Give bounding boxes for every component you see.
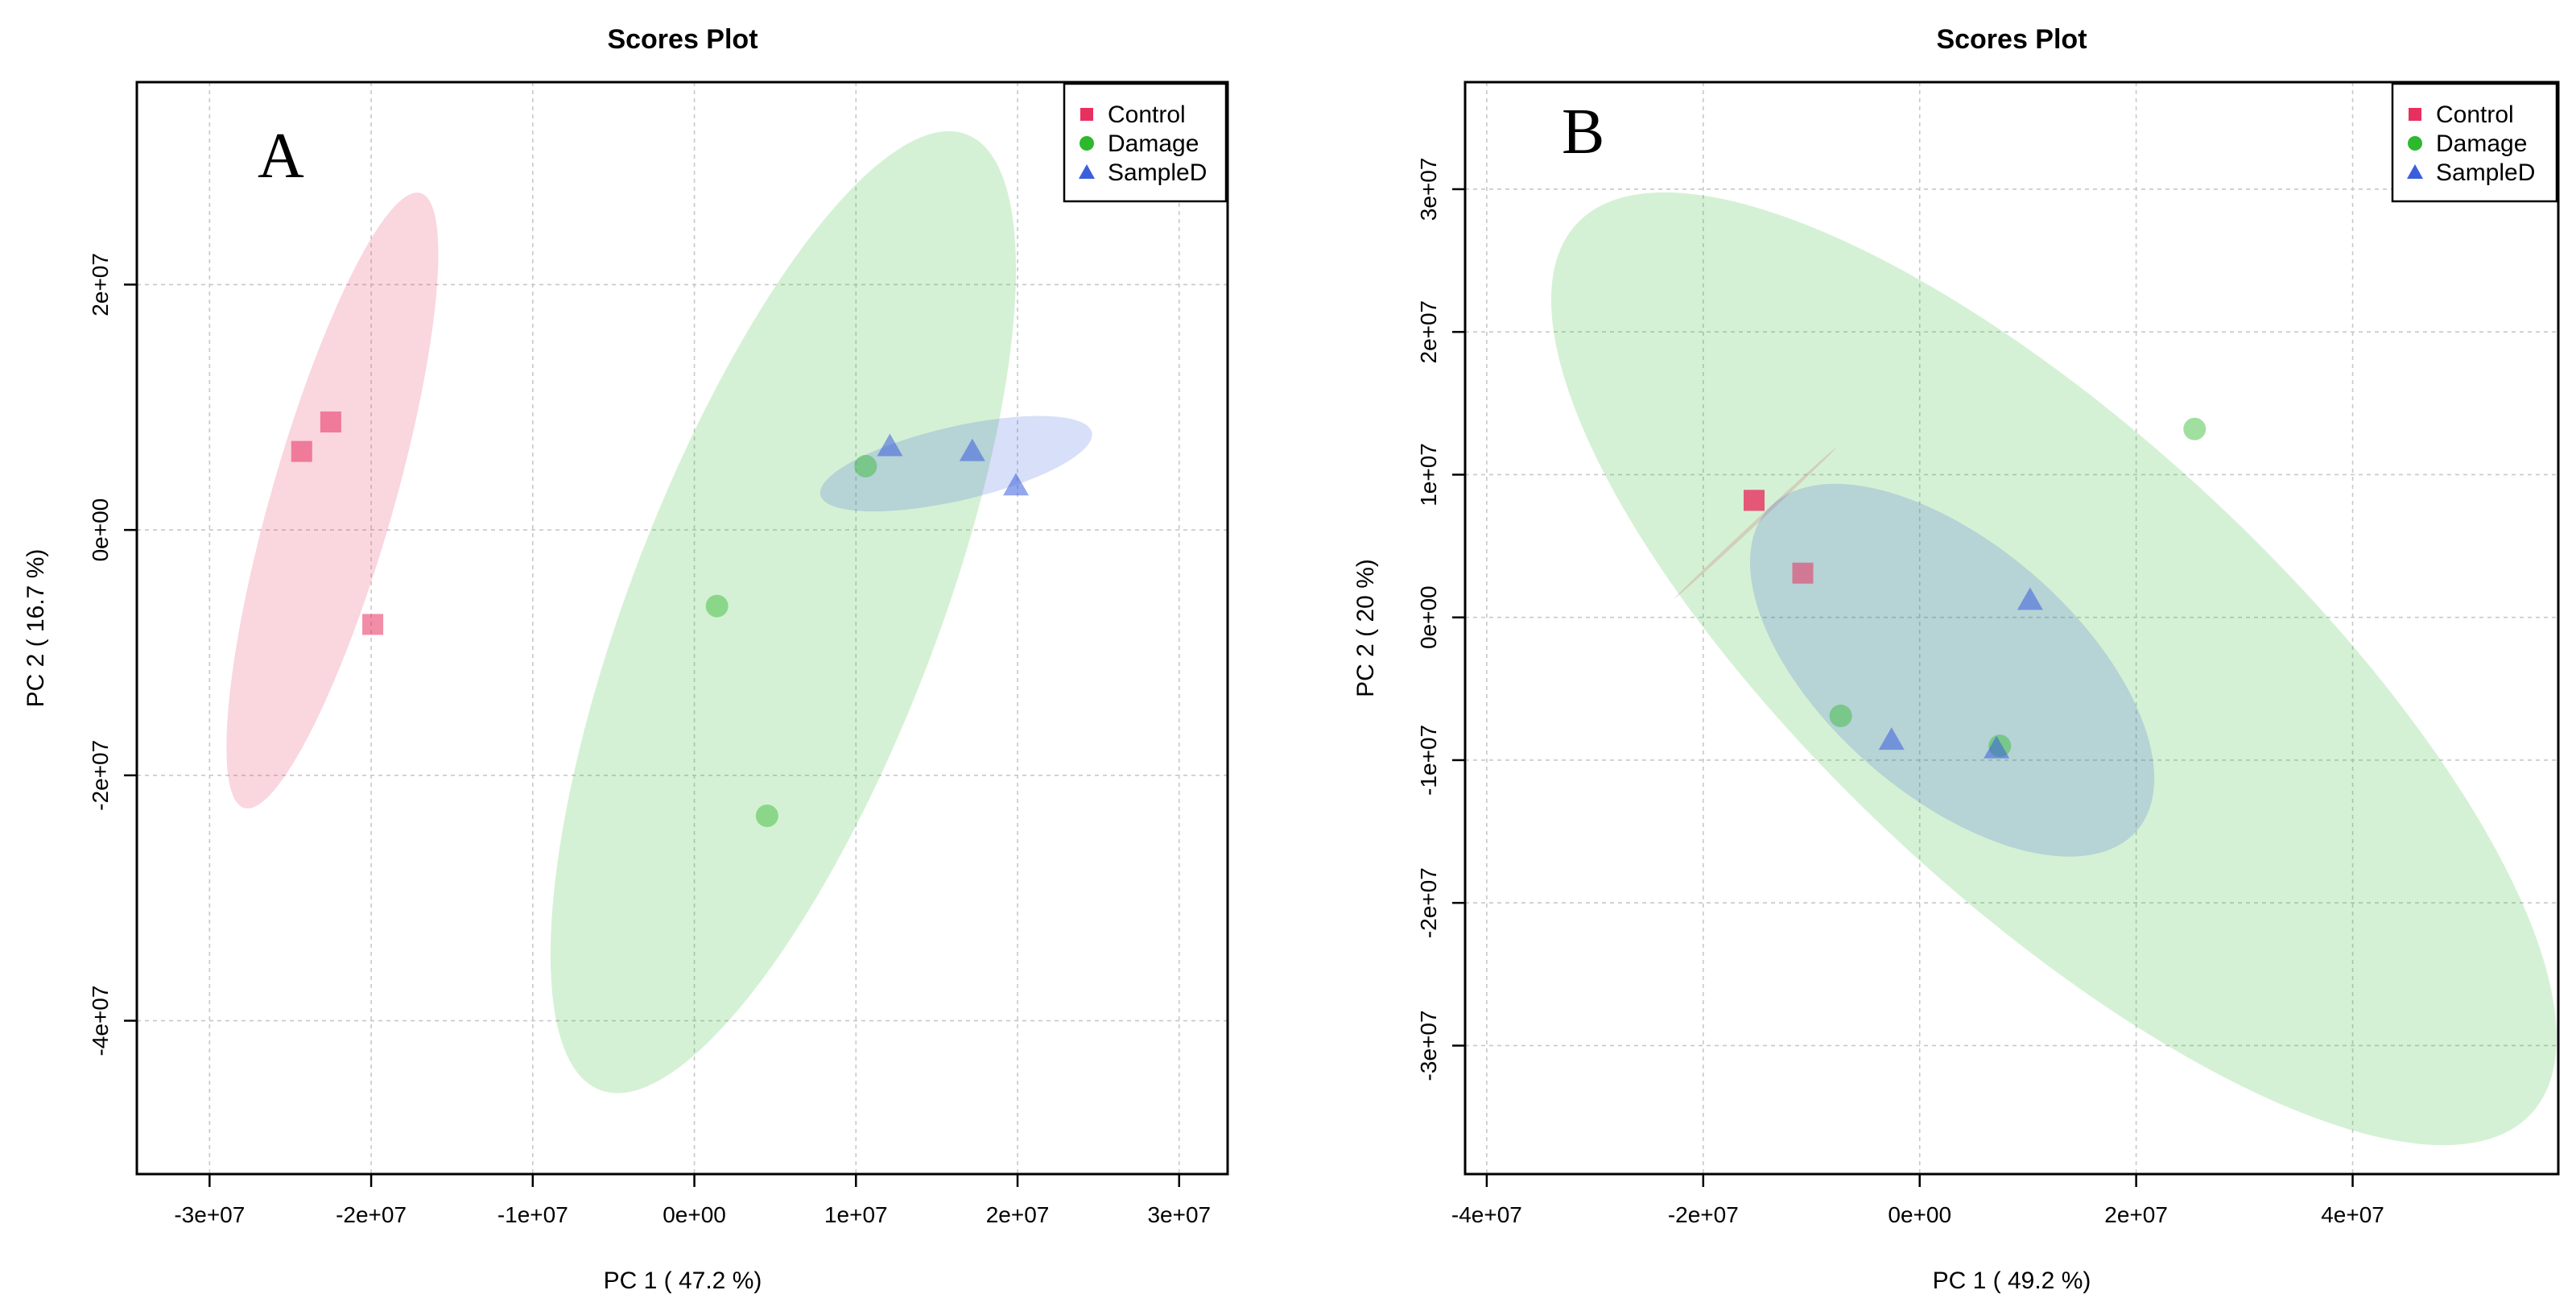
chart-b: -4e+07 -2e+07 0e+00 2e+07 4e+07 -3e+07 -2e+07… (1352, 24, 2560, 1294)
ellipse-control (1674, 448, 1836, 599)
y-tick-label: 2e+07 (88, 253, 113, 316)
legend-label-damage: Damage (1108, 130, 1199, 157)
legend-marker-damage (2408, 136, 2422, 151)
legend-marker-sampled (1079, 164, 1095, 179)
point-control (1792, 562, 1814, 584)
y-tick-label: -3e+07 (1416, 1010, 1441, 1081)
legend-marker-damage (1080, 136, 1094, 151)
confidence-ellipses (226, 130, 1092, 1094)
point-sampled (2017, 587, 2043, 610)
legend-label-control: Control (1108, 101, 1186, 128)
legend-label-sampled: SampleD (1108, 159, 1207, 186)
point-control (320, 411, 341, 433)
x-tick-label: 2e+07 (986, 1202, 1050, 1227)
data-points (1743, 417, 2207, 759)
point-sampled (877, 433, 903, 457)
ellipse-damage (1550, 192, 2557, 1146)
confidence-ellipses (1550, 192, 2557, 1146)
chart-a: -3e+07 -2e+07 -1e+07 0e+00 1e+07 2e+07 3e+07 -… (23, 24, 1229, 1294)
grid-lines (1465, 82, 2558, 1174)
y-axis-label: PC 2 ( 16.7 %) (23, 549, 49, 708)
legend-marker-control (2409, 108, 2421, 121)
legend-marker-control (1080, 108, 1093, 121)
ellipse-damage (550, 130, 1017, 1094)
point-damage (755, 804, 778, 828)
y-tick-label: -2e+07 (88, 740, 113, 811)
x-tick-label: -1e+07 (497, 1202, 568, 1227)
y-axis: -3e+07 -2e+07 -1e+07 0e+00 1e+07 2e+07 3e+07 (1416, 158, 1467, 1081)
x-tick-label: 2e+07 (2104, 1202, 2168, 1227)
y-axis-label: PC 2 ( 20 %) (1352, 559, 1379, 697)
y-tick-label: 0e+00 (88, 498, 113, 562)
x-tick-label: 0e+00 (1888, 1202, 1951, 1227)
y-tick-label: 0e+00 (1416, 585, 1441, 649)
x-axis: -4e+07 -2e+07 0e+00 2e+07 4e+07 (1451, 1172, 2384, 1227)
y-tick-label: 3e+07 (1416, 158, 1441, 221)
x-axis: -3e+07 -2e+07 -1e+07 0e+00 1e+07 2e+07 3e+07 (174, 1172, 1211, 1227)
grid-lines (137, 82, 1228, 1174)
x-axis-label: PC 1 ( 47.2 %) (604, 1267, 762, 1294)
x-axis-label: PC 1 ( 49.2 %) (1933, 1267, 2091, 1294)
y-tick-label: 1e+07 (1416, 443, 1441, 507)
legend-marker-sampled (2407, 164, 2423, 179)
x-tick-label: 4e+07 (2321, 1202, 2384, 1227)
y-tick-label: -1e+07 (1416, 725, 1441, 796)
x-tick-label: -2e+07 (1668, 1202, 1739, 1227)
y-tick-label: -4e+07 (88, 986, 113, 1057)
point-sampled (1003, 473, 1030, 496)
ellipse-control (226, 192, 439, 808)
x-tick-label: 1e+07 (824, 1202, 888, 1227)
ellipse-sampled (1749, 483, 2155, 857)
data-points (291, 411, 1030, 828)
point-damage (705, 594, 729, 618)
chart-title: Scores Plot (1936, 24, 2087, 55)
point-damage (854, 454, 877, 478)
ellipse-sampled (819, 416, 1092, 512)
point-control (291, 440, 312, 462)
y-axis: -4e+07 -2e+07 0e+00 2e+07 (88, 253, 138, 1057)
x-tick-label: -3e+07 (174, 1202, 245, 1227)
y-tick-label: -2e+07 (1416, 867, 1441, 938)
point-sampled (1984, 735, 2010, 759)
chart-title: Scores Plot (607, 24, 758, 55)
y-tick-label: 2e+07 (1416, 300, 1441, 364)
panel-label-b: B (1562, 97, 1604, 167)
point-control (1743, 490, 1765, 511)
x-tick-label: 0e+00 (663, 1202, 726, 1227)
legend-label-sampled: SampleD (2436, 159, 2535, 186)
point-control (362, 614, 384, 635)
legend-label-damage: Damage (2436, 130, 2527, 157)
point-sampled (959, 438, 985, 461)
point-damage (1829, 705, 1852, 728)
x-tick-label: -2e+07 (336, 1202, 407, 1227)
x-tick-label: -4e+07 (1451, 1202, 1522, 1227)
point-sampled (1878, 727, 1905, 751)
x-tick-label: 3e+07 (1147, 1202, 1211, 1227)
legend-label-control: Control (2436, 101, 2514, 128)
panel-label-a: A (258, 121, 304, 192)
point-damage (2183, 417, 2207, 440)
